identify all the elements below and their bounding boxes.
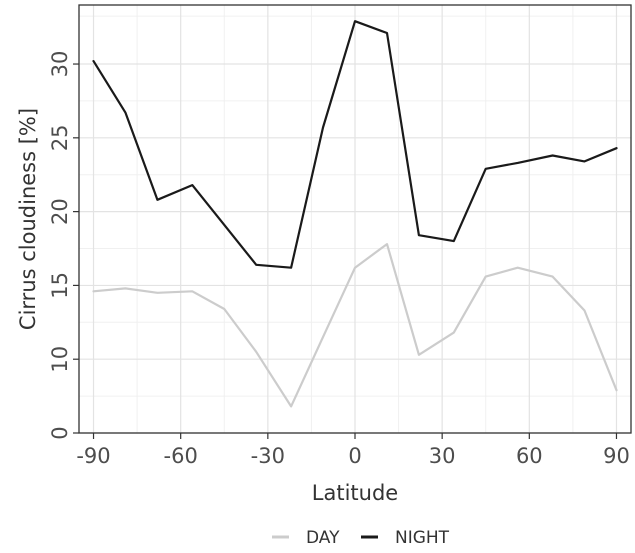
- y-tick-label: 25: [48, 124, 72, 151]
- y-axis-ticks: 0 10 15 20 25 30: [48, 51, 79, 440]
- x-axis-ticks: -90 -60 -30 0 30 60 90: [76, 433, 630, 468]
- series-line-night: [92, 20, 618, 269]
- x-tick-label: 0: [348, 444, 361, 468]
- legend-label-night: NIGHT: [395, 528, 450, 548]
- x-tick-label: -90: [76, 444, 110, 468]
- x-tick-label: -60: [164, 444, 198, 468]
- grid: [79, 5, 631, 434]
- x-tick-label: -30: [251, 444, 285, 468]
- x-axis-title: Latitude: [312, 481, 398, 505]
- x-tick-label: 60: [516, 444, 543, 468]
- series-line-day: [92, 243, 618, 408]
- legend-label-day: DAY: [306, 528, 340, 548]
- y-tick-label: 10: [48, 346, 72, 373]
- legend: DAY NIGHT: [272, 528, 450, 548]
- y-axis-title: Cirrus cloudiness [%]: [16, 108, 40, 330]
- y-tick-label: 20: [48, 198, 72, 225]
- y-tick-label: 0: [48, 426, 72, 439]
- series-lines: [92, 20, 618, 408]
- y-tick-label: 30: [48, 51, 72, 78]
- x-tick-label: 30: [429, 444, 456, 468]
- x-tick-label: 90: [603, 444, 630, 468]
- y-tick-label: 15: [48, 272, 72, 299]
